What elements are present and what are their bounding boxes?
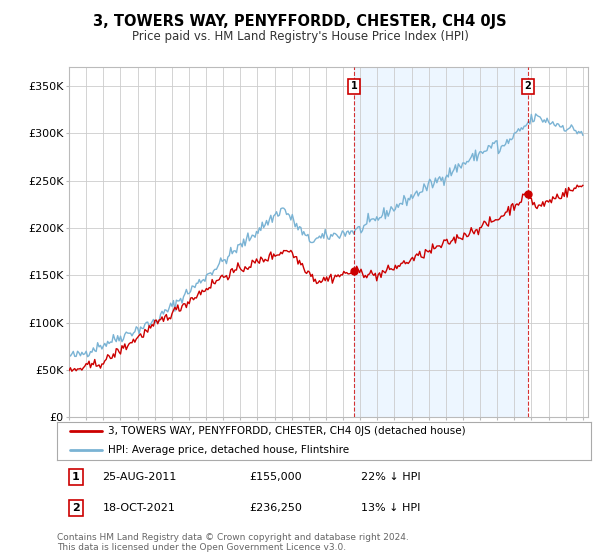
- Text: This data is licensed under the Open Government Licence v3.0.: This data is licensed under the Open Gov…: [57, 543, 346, 552]
- Text: 18-OCT-2021: 18-OCT-2021: [103, 503, 175, 513]
- Text: Contains HM Land Registry data © Crown copyright and database right 2024.: Contains HM Land Registry data © Crown c…: [57, 533, 409, 542]
- Text: 13% ↓ HPI: 13% ↓ HPI: [361, 503, 421, 513]
- Text: 1: 1: [72, 472, 80, 482]
- Text: 3, TOWERS WAY, PENYFFORDD, CHESTER, CH4 0JS (detached house): 3, TOWERS WAY, PENYFFORDD, CHESTER, CH4 …: [108, 426, 466, 436]
- Text: £236,250: £236,250: [249, 503, 302, 513]
- Text: Price paid vs. HM Land Registry's House Price Index (HPI): Price paid vs. HM Land Registry's House …: [131, 30, 469, 43]
- Text: 3, TOWERS WAY, PENYFFORDD, CHESTER, CH4 0JS: 3, TOWERS WAY, PENYFFORDD, CHESTER, CH4 …: [93, 14, 507, 29]
- Text: £155,000: £155,000: [249, 472, 302, 482]
- Text: 2: 2: [72, 503, 80, 513]
- Text: 1: 1: [351, 81, 358, 91]
- Text: 25-AUG-2011: 25-AUG-2011: [103, 472, 177, 482]
- Bar: [354, 67, 528, 417]
- Text: 2: 2: [524, 81, 531, 91]
- Text: 22% ↓ HPI: 22% ↓ HPI: [361, 472, 421, 482]
- Text: HPI: Average price, detached house, Flintshire: HPI: Average price, detached house, Flin…: [108, 445, 349, 455]
